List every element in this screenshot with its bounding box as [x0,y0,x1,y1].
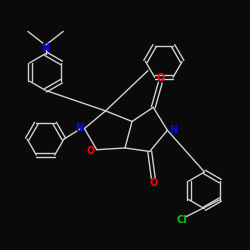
Text: N: N [42,43,50,53]
Text: O: O [157,73,165,83]
Text: O: O [150,178,158,188]
Text: O: O [86,146,95,156]
Text: Cl: Cl [177,215,188,225]
Text: N: N [169,124,177,134]
Text: N: N [75,123,83,133]
